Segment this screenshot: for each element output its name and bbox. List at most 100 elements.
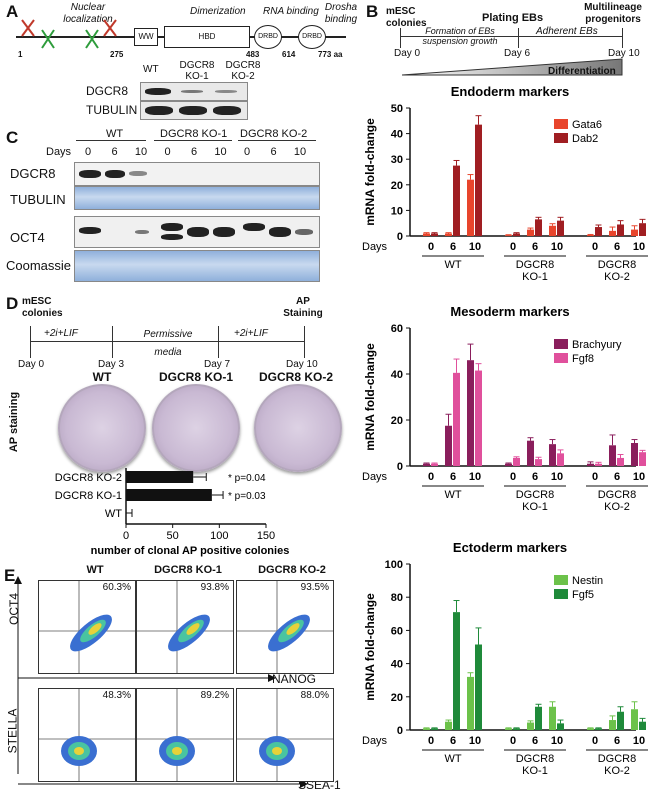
- x-tick-label: 6: [450, 241, 456, 253]
- c-day-8: 10: [293, 146, 307, 158]
- y-tick-label: 10: [391, 205, 403, 217]
- group-label: DGCR8: [516, 753, 555, 765]
- bar-fgf5-5: [557, 723, 564, 730]
- bar-dab2-4: [535, 219, 542, 236]
- bar-fgf5-3: [513, 728, 520, 730]
- x-tick-label: 0: [510, 241, 516, 253]
- ap-staining-side-label: AP staining: [8, 391, 21, 453]
- y-tick-label: 100: [385, 559, 403, 571]
- y-tick-label: 0: [397, 461, 403, 473]
- bar-nestin-3: [505, 728, 512, 730]
- x-tick-label: 6: [532, 735, 538, 747]
- e-axis-stella: STELLA: [5, 708, 20, 754]
- x-tick-label: 10: [469, 735, 481, 747]
- c-blot-oct4: [74, 216, 320, 248]
- d-start-label: mESC colonies: [22, 296, 63, 319]
- panel-a-label: A: [6, 2, 19, 21]
- legend-label-dab2: Dab2: [572, 133, 598, 145]
- legend-label-fgf8: Fgf8: [572, 353, 594, 365]
- bar-nestin-7: [609, 720, 616, 730]
- lane-wt: WT: [143, 64, 159, 75]
- plate-wt-label: WT: [92, 370, 112, 384]
- bar-fgf5-2: [475, 644, 482, 730]
- days-label: Days: [362, 735, 388, 747]
- x-tick-label: 6: [450, 471, 456, 483]
- d-phase-1: +2i+LIF: [44, 328, 78, 339]
- c-day-6: 0: [243, 146, 251, 158]
- bar-fgf8-0: [431, 463, 438, 466]
- plate-ko2: [254, 384, 342, 472]
- c-group-wt: WT: [106, 128, 124, 140]
- a-blot-dgcr8: [140, 82, 248, 101]
- plate-ko1: [152, 384, 240, 472]
- x-tick-label: 6: [614, 471, 620, 483]
- bar-nestin-6: [587, 728, 594, 730]
- bar-fgf8-7: [617, 457, 624, 466]
- y-tick-label: 60: [391, 323, 403, 335]
- plate-ko2-label: DGCR8 KO-2: [258, 370, 333, 384]
- y-tick-label: 50: [391, 103, 403, 115]
- e-col-ko1: DGCR8 KO-1: [154, 564, 222, 576]
- bar-gata6-3: [505, 235, 512, 236]
- x-tick-label: 10: [551, 735, 563, 747]
- bar-brachyury-6: [587, 463, 594, 466]
- bar-dab2-5: [557, 220, 564, 236]
- bar-gata6-8: [631, 229, 638, 236]
- y-tick-label: 40: [391, 659, 403, 671]
- x-tick-label: 100: [210, 530, 228, 542]
- bar-brachyury-8: [631, 443, 638, 466]
- bar-brachyury-2: [467, 360, 474, 466]
- bar-brachyury-3: [505, 463, 512, 466]
- c-day-0: 0: [84, 146, 92, 158]
- y-axis-label: mRNA fold-change: [363, 343, 377, 451]
- y-tick-label: 30: [391, 154, 403, 166]
- legend-label-brachyury: Brachyury: [572, 339, 622, 351]
- x-tick-label: 6: [614, 241, 620, 253]
- bar-fgf5-8: [639, 721, 646, 730]
- bar-dab2-8: [639, 223, 646, 236]
- d-phase-3: +2i+LIF: [234, 328, 268, 339]
- x-tick-label: 0: [592, 471, 598, 483]
- bar-gata6-6: [587, 234, 594, 236]
- panel-c-label: C: [6, 128, 19, 147]
- bar-gata6-2: [467, 179, 474, 236]
- bar-fgf8-8: [639, 452, 646, 466]
- group-label: WT: [444, 489, 461, 501]
- bar-fgf8-1: [453, 372, 460, 466]
- bar-fgf5-7: [617, 711, 624, 730]
- bar-dab2-0: [431, 233, 438, 236]
- c-group-ko1: DGCR8 KO-1: [160, 128, 228, 140]
- x-tick-label: 0: [428, 735, 434, 747]
- b-day-0: Day 0: [394, 48, 421, 59]
- y-axis-label: mRNA fold-change: [363, 593, 377, 701]
- group-label: KO-1: [522, 765, 548, 777]
- b-end-label: Multilineage progenitors: [584, 2, 642, 25]
- bar-nestin-5: [549, 706, 556, 730]
- bar-fgf5-1: [453, 612, 460, 730]
- rna-binding-label: RNA binding: [263, 6, 319, 17]
- chart-title: Ectoderm markers: [453, 540, 567, 555]
- a-blot-tubulin: [140, 101, 248, 120]
- b-start-label: mESC colonies: [386, 6, 427, 29]
- legend-swatch-fgf8: [554, 353, 568, 363]
- flow-plot-r2-c2: 89.2%: [136, 688, 234, 782]
- x-tick-label: 6: [450, 735, 456, 747]
- days-label: Days: [362, 471, 388, 483]
- flow-percentage: 89.2%: [200, 690, 229, 701]
- b-gradient-label: Differentiation: [548, 66, 616, 77]
- c-day-2: 10: [134, 146, 148, 158]
- bar-brachyury-7: [609, 445, 616, 466]
- ap-colony-bar-chart: DGCR8 KO-2 * p=0.04 DGCR8 KO-1 * p=0.03 WT0 5…: [55, 468, 289, 557]
- bar-gata6-4: [527, 229, 534, 236]
- y-tick-label: 40: [391, 369, 403, 381]
- d-day-3: Day 3: [98, 359, 125, 370]
- b-phase-1: Formation of EBs suspension growth: [422, 26, 498, 46]
- chart-title: Endoderm markers: [451, 84, 570, 99]
- flow-plot-r2-c3: 88.0%: [236, 688, 334, 782]
- c-row-coomassie: Coomassie: [6, 258, 72, 273]
- bar-fgf5-6: [595, 728, 602, 730]
- c-days-label: Days: [46, 146, 72, 158]
- e-axis-nanog: NANOG: [272, 672, 317, 686]
- flow-percentage: 93.5%: [300, 582, 329, 593]
